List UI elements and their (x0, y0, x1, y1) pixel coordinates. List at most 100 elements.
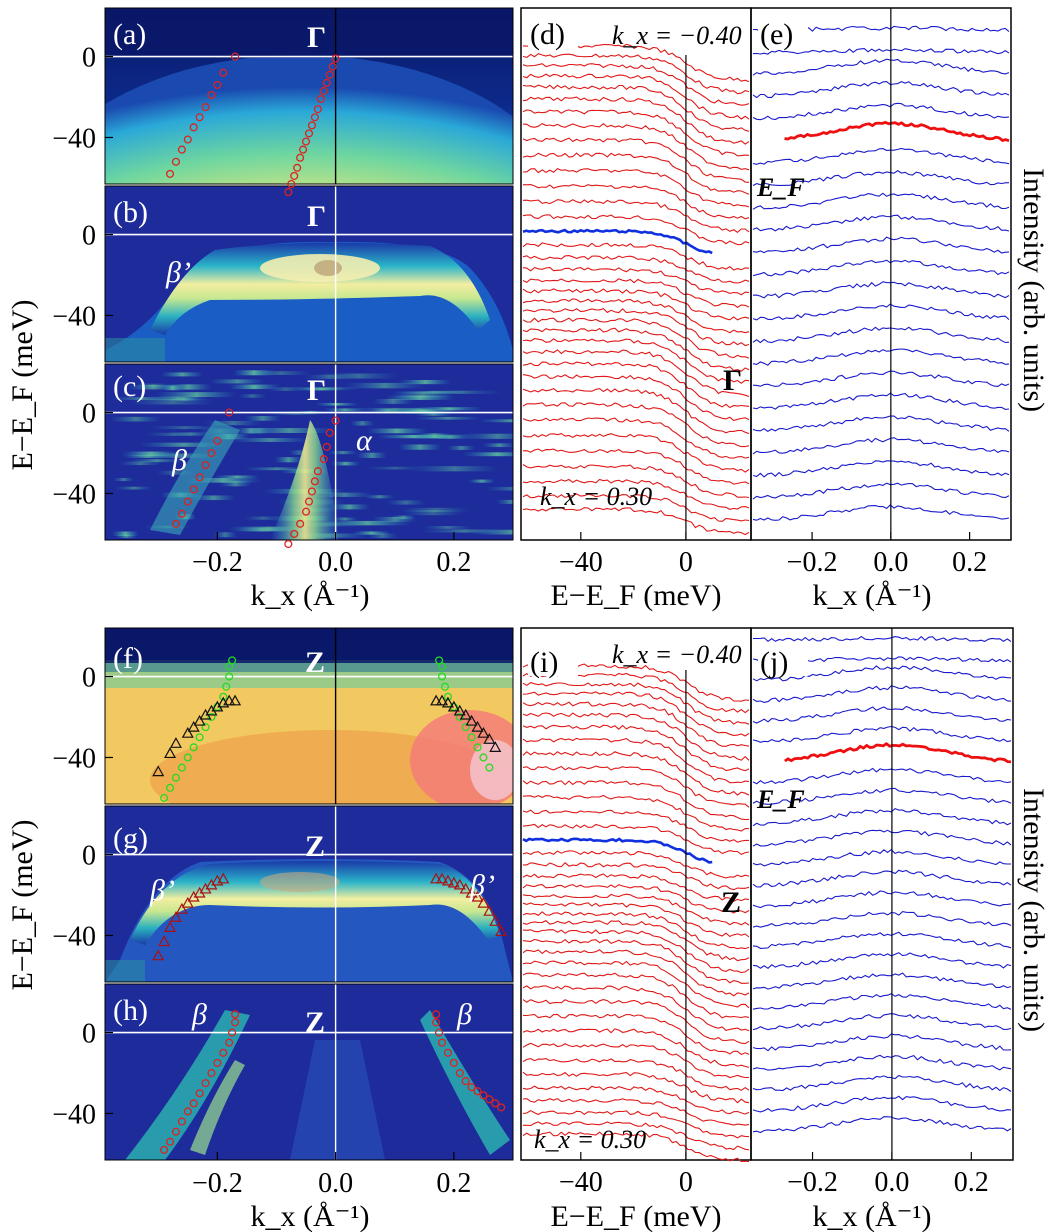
mdc-streak (315, 403, 358, 406)
dispersion-marker (213, 80, 222, 89)
mdc-streak (386, 500, 426, 505)
map-axes: E−E_F (meV) E−E_F (meV) k_x (Å⁻¹) k_x (Å… (6, 43, 471, 1232)
mdc-streak (364, 495, 395, 499)
dispersion-marker (307, 487, 317, 496)
mdc-streak (274, 457, 303, 463)
dispersion-marker (177, 145, 186, 154)
dispersion-marker (437, 662, 447, 671)
dispersion-marker (432, 1010, 441, 1019)
dispersion-marker (485, 763, 494, 772)
mdc-streak (323, 408, 367, 412)
dispersion-marker (231, 52, 240, 61)
dispersion-marker (164, 921, 177, 932)
edc-curve (523, 862, 750, 891)
edc-curve (522, 433, 750, 473)
mdc-streak (372, 516, 418, 522)
mdc-curve (752, 236, 1010, 254)
edc-curve (522, 167, 750, 208)
dispersion-marker (219, 1048, 228, 1057)
edc-curve (522, 338, 750, 384)
panel-a-letter: (a) (113, 18, 146, 51)
dispersion-marker (479, 753, 488, 762)
edc-curve (522, 681, 750, 725)
mdc-streak (162, 385, 184, 391)
mdc-streak (115, 486, 153, 490)
mdc-streak (156, 470, 195, 475)
dispersion-marker (228, 656, 237, 665)
dispersion-marker (169, 737, 182, 748)
x-tick-label: 0.2 (954, 1167, 989, 1198)
dispersion-marker (175, 902, 188, 914)
panel-b-point: Γ (307, 200, 326, 233)
edc-curve (522, 809, 749, 843)
dispersion-marker (430, 694, 443, 706)
dispersion-marker (443, 692, 453, 701)
dispersion-marker (477, 896, 490, 908)
edc-curve (522, 794, 750, 832)
dispersion-marker (319, 455, 328, 464)
edc-curve (522, 737, 750, 784)
panel-g-band (130, 861, 500, 945)
mdc-streak (112, 531, 139, 536)
mdc-streak (146, 396, 209, 401)
panel-f-point: Z (305, 646, 325, 679)
edc-curve (522, 184, 750, 220)
dispersion-marker (489, 915, 502, 926)
mdc-streak (402, 509, 463, 516)
mdc-curve (752, 829, 1012, 847)
panel-c-alpha-band (270, 420, 340, 540)
panel-b-band-label: β’ (165, 256, 191, 289)
mdc-curve (752, 725, 1012, 743)
mdc-streak (160, 372, 204, 377)
mdc-streak (463, 433, 513, 439)
mdc-streak (319, 373, 398, 379)
dispersion-marker (325, 70, 334, 79)
edc-curve (522, 96, 750, 145)
dispersion-marker (189, 123, 198, 132)
x-tick-label: 0 (679, 1167, 693, 1198)
dispersion-marker (152, 765, 165, 777)
mdc-streak (110, 416, 162, 422)
dispersion-marker (207, 712, 216, 722)
dispersion-marker (284, 539, 293, 549)
x-tick-label: 0.2 (952, 547, 987, 578)
x-tick-label: 0.2 (436, 547, 471, 578)
dispersion-marker (181, 726, 194, 738)
dispersion-marker (437, 672, 447, 681)
edc-curve (522, 1013, 750, 1056)
panel-i-kx-bottom: k_x = 0.30 (534, 1125, 646, 1154)
edc-curve (522, 1085, 750, 1115)
edc-curve (522, 1042, 749, 1079)
frame-b (104, 185, 514, 363)
edc-curve (522, 464, 750, 499)
panel-e-letter: (e) (760, 18, 793, 51)
panel-j-letter: (j) (760, 646, 788, 679)
dispersion-marker (183, 1107, 192, 1116)
mdc-streak (219, 480, 252, 487)
edc-curve (522, 298, 750, 334)
mdc-streak (331, 517, 358, 521)
dispersion-marker (219, 68, 228, 77)
dispersion-marker (177, 763, 186, 772)
y-tick-label: −40 (52, 1099, 96, 1130)
dispersion-marker (497, 1103, 506, 1112)
mdc-streak (410, 466, 499, 472)
mdc-streak (468, 479, 496, 483)
mdc-curve (752, 281, 1010, 299)
x-tick-label: 0.2 (436, 1168, 471, 1199)
top-maps-xlabel: k_x (Å⁻¹) (251, 579, 370, 612)
mdc-streak (156, 392, 236, 398)
mdc-curve (752, 170, 1010, 186)
dispersion-marker (443, 1048, 453, 1057)
dispersion-marker (461, 1077, 470, 1086)
mdc-streak (113, 477, 135, 482)
panel-c-beta-label: β (171, 444, 187, 477)
dispersion-marker (219, 692, 228, 701)
top-maps-ylabel: E−E_F (meV) (6, 299, 39, 470)
dispersion-marker (328, 62, 337, 71)
mdc-curve (752, 437, 1010, 455)
dispersion-marker (313, 105, 322, 114)
dispersion-marker (290, 171, 299, 180)
dispersion-marker (473, 743, 482, 752)
mdc-curve (752, 665, 1012, 682)
